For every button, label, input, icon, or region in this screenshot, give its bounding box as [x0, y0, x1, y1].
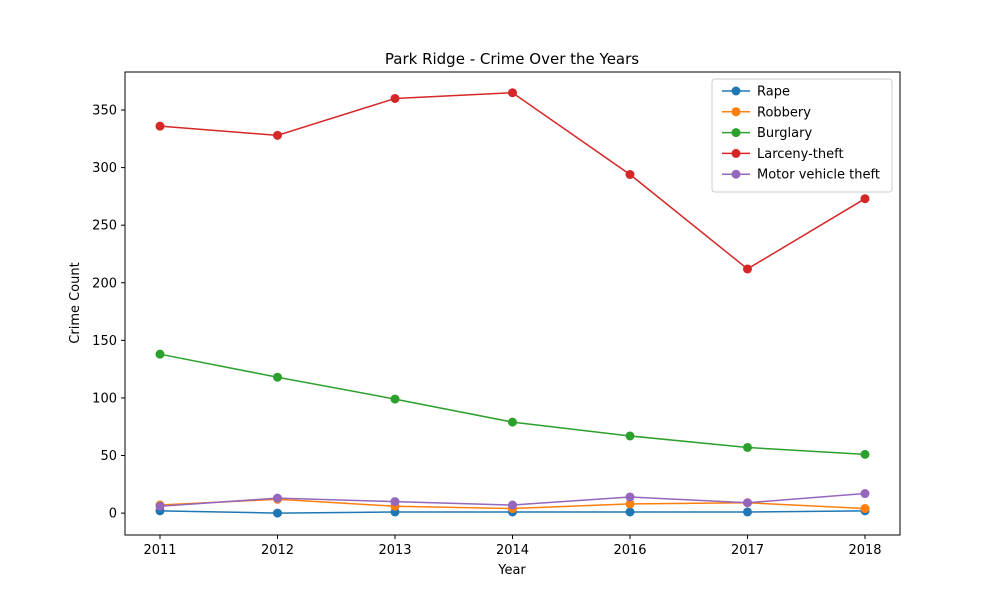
- x-tick-label: 2016: [613, 543, 646, 558]
- data-point: [273, 131, 282, 140]
- legend-label: Burglary: [757, 126, 812, 141]
- y-tick-label: 0: [109, 507, 117, 522]
- legend-marker: [732, 149, 741, 158]
- chart-title: Park Ridge - Crime Over the Years: [385, 50, 639, 68]
- y-tick-label: 150: [92, 334, 117, 349]
- x-tick-label: 2018: [848, 543, 881, 558]
- data-point: [156, 122, 165, 131]
- data-point: [626, 507, 635, 516]
- data-point: [508, 501, 517, 510]
- y-tick-label: 50: [100, 449, 117, 464]
- data-point: [391, 395, 400, 404]
- x-axis-label: Year: [497, 563, 526, 578]
- legend-label: Motor vehicle theft: [757, 168, 880, 183]
- x-tick-label: 2017: [731, 543, 764, 558]
- legend-label: Rape: [757, 85, 790, 100]
- data-point: [861, 450, 870, 459]
- data-point: [626, 431, 635, 440]
- x-tick-label: 2014: [496, 543, 529, 558]
- data-point: [508, 88, 517, 97]
- x-tick-label: 2013: [378, 543, 411, 558]
- legend: Rape Robbery Burglary Larceny-theft Motor ve…: [712, 79, 892, 192]
- y-axis-label: Crime Count: [68, 262, 83, 343]
- legend-label: Robbery: [757, 105, 811, 120]
- data-point: [861, 489, 870, 498]
- data-point: [861, 194, 870, 203]
- data-point: [156, 350, 165, 359]
- x-tick-label: 2012: [261, 543, 294, 558]
- data-point: [626, 170, 635, 179]
- legend-marker: [732, 128, 741, 137]
- y-tick-label: 100: [92, 391, 117, 406]
- data-point: [743, 507, 752, 516]
- data-point: [273, 373, 282, 382]
- data-point: [273, 494, 282, 503]
- y-tick-label: 300: [92, 161, 117, 176]
- data-point: [156, 502, 165, 511]
- y-tick-label: 200: [92, 276, 117, 291]
- data-point: [743, 443, 752, 452]
- x-tick-label: 2011: [143, 543, 176, 558]
- data-point: [391, 497, 400, 506]
- data-point: [391, 94, 400, 103]
- legend-marker: [732, 170, 741, 179]
- legend-label: Larceny-theft: [757, 147, 844, 162]
- data-point: [508, 418, 517, 427]
- y-tick-label: 250: [92, 219, 117, 234]
- data-point: [273, 509, 282, 518]
- data-point: [861, 504, 870, 513]
- legend-marker: [732, 87, 741, 96]
- data-point: [626, 492, 635, 501]
- data-point: [743, 264, 752, 273]
- data-point: [743, 498, 752, 507]
- legend-marker: [732, 107, 741, 116]
- y-tick-label: 350: [92, 104, 117, 119]
